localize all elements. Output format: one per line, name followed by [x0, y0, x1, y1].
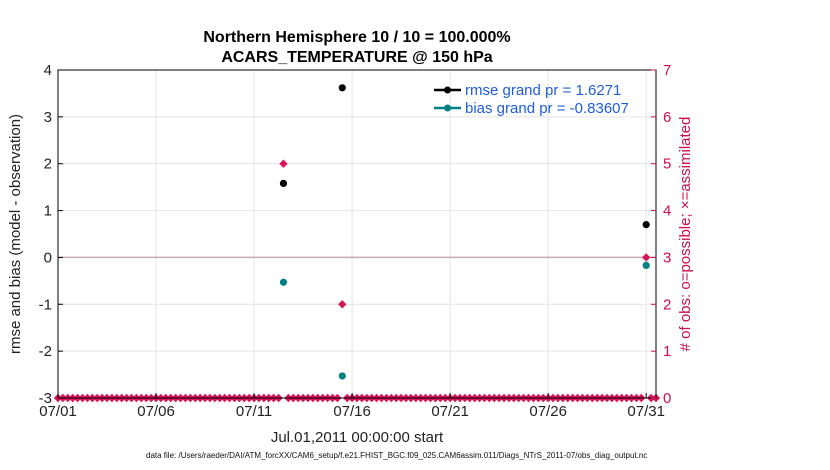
- y2-tick-label: 1: [663, 343, 671, 360]
- x-tick-label: 07/01: [39, 403, 77, 420]
- y2-tick-label: 5: [663, 156, 671, 173]
- y-tick-label: -1: [39, 296, 52, 313]
- y2-tick-label: 3: [663, 249, 671, 266]
- x-tick-label: 07/31: [627, 403, 665, 420]
- y-tick-label: 3: [44, 109, 52, 126]
- obs-count-marker: [641, 253, 651, 262]
- y2-tick-label: 0: [663, 390, 671, 407]
- y-tick-label: -2: [39, 343, 52, 360]
- y-tick-label: 0: [44, 249, 52, 266]
- legend-rmse-text: rmse grand pr = 1.6271: [465, 82, 621, 99]
- plot-frame: [57, 69, 657, 399]
- obs-count-markers: [53, 159, 661, 403]
- obs-count-marker: [279, 159, 288, 168]
- y2-tick-label: 2: [663, 296, 671, 313]
- legend-rmse-marker: [444, 86, 451, 94]
- rmse-point: [338, 84, 346, 92]
- y-tick-label: 1: [44, 203, 52, 220]
- x-tick-label: 07/21: [431, 403, 469, 420]
- obs-count-marker: [338, 300, 347, 309]
- x-tick-label: 07/11: [236, 403, 272, 420]
- y2-ticks: 7 6 5 4 3 2 1 0: [651, 62, 671, 407]
- rmse-point: [642, 221, 650, 229]
- bias-point: [338, 372, 346, 380]
- y2-tick-label: 4: [663, 203, 671, 220]
- legend: rmse grand pr = 1.6271 bias grand pr = -…: [434, 82, 629, 117]
- data-file-footer: data file: /Users/raeder/DAI/ATM_forcXX/…: [146, 451, 647, 460]
- x-axis-label: Jul.01,2011 00:00:00 start: [271, 429, 444, 446]
- legend-bias-marker: [444, 104, 451, 112]
- plot-background: [58, 70, 656, 398]
- x-tick-label: 07/16: [333, 403, 371, 420]
- y-tick-label: -3: [39, 390, 52, 407]
- y-tick-label: 2: [44, 156, 52, 173]
- x-ticks: 07/01 07/06 07/11 07/16 07/21 07/26 07/31: [39, 393, 665, 420]
- x-tick-label: 07/26: [529, 403, 567, 420]
- y2-tick-label: 7: [663, 62, 671, 79]
- x-tick-label: 07/06: [137, 403, 175, 420]
- y-axis-label: rmse and bias (model - observation): [7, 114, 24, 354]
- chart-title-line1: Northern Hemisphere 10 / 10 = 100.000%: [203, 29, 510, 46]
- legend-bias-text: bias grand pr = -0.83607: [465, 100, 629, 117]
- bias-point: [279, 278, 288, 286]
- series-markers: [279, 84, 650, 380]
- y2-tick-label: 6: [663, 109, 671, 126]
- bias-point: [642, 261, 650, 269]
- y-tick-label: 4: [44, 62, 52, 79]
- rmse-point: [279, 179, 288, 187]
- y2-axis-label: # of obs: o=possible; ×=assimilated: [677, 117, 694, 352]
- chart-title-line2: ACARS_TEMPERATURE @ 150 hPa: [221, 49, 492, 66]
- y-ticks: 4 3 2 1 0 -1 -2 -3: [39, 62, 63, 407]
